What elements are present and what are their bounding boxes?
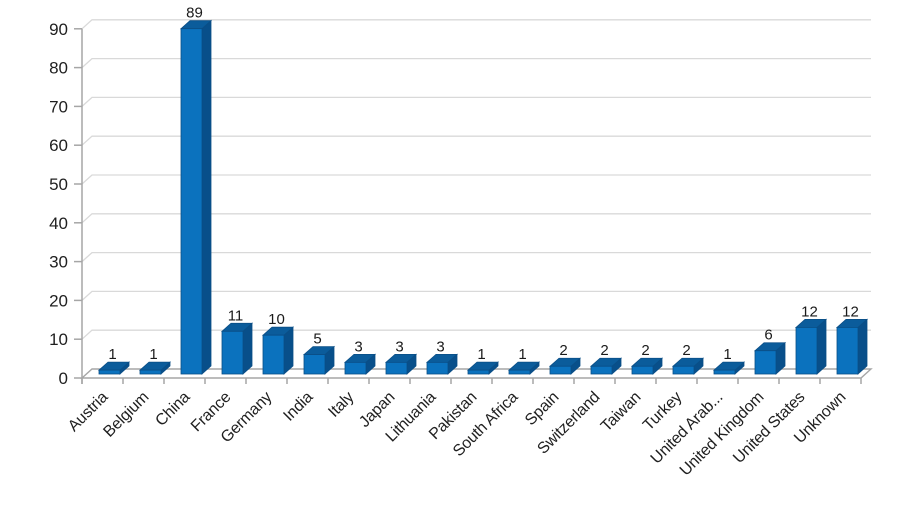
x-label-india: India — [280, 389, 316, 425]
bar-side-united-states — [816, 318, 827, 375]
bar-value-label-switzerland: 2 — [600, 342, 608, 359]
y-tick-label-0: 0 — [59, 369, 68, 388]
bar-italy — [344, 361, 367, 375]
bar-taiwan — [631, 365, 654, 375]
x-label-united-states: United States — [730, 389, 808, 467]
gridline-70 — [81, 96, 871, 107]
x-label-belgium: Belgium — [100, 389, 152, 441]
bar-spain — [549, 365, 572, 375]
bar-belgium — [139, 369, 162, 375]
bar-china — [180, 28, 203, 375]
x-label-united-arab: United Arab... — [648, 389, 727, 468]
bar-value-label-spain: 2 — [559, 342, 567, 359]
y-tick-label-70: 70 — [49, 97, 68, 116]
bar-switzerland — [590, 365, 613, 375]
bar-value-label-united-arab: 1 — [723, 346, 731, 363]
bar-germany — [262, 334, 285, 375]
gridline-20 — [81, 290, 871, 301]
bar-pakistan — [467, 369, 490, 375]
bar-value-label-turkey: 2 — [682, 342, 690, 359]
bar-france — [221, 330, 244, 375]
bar-value-label-south-africa: 1 — [518, 346, 526, 363]
y-tick-label-30: 30 — [49, 253, 68, 272]
x-label-taiwan: Taiwan — [598, 389, 644, 435]
bar-value-label-india: 5 — [313, 331, 321, 348]
gridline-60 — [81, 135, 871, 146]
bar-side-china — [201, 19, 212, 375]
bar-value-label-austria: 1 — [108, 346, 116, 363]
bar-united-arab — [713, 369, 736, 375]
bar-united-kingdom — [754, 350, 777, 375]
gridline-90 — [81, 19, 871, 30]
bar-value-label-japan: 3 — [395, 338, 403, 355]
y-tick-label-60: 60 — [49, 136, 68, 155]
y-tick-label-90: 90 — [49, 20, 68, 39]
y-tick-label-40: 40 — [49, 214, 68, 233]
y-tick-label-80: 80 — [49, 59, 68, 78]
bar-value-label-france: 11 — [228, 307, 244, 324]
bar-unknown — [836, 327, 859, 375]
bar-value-label-germany: 10 — [268, 311, 285, 328]
bar-side-unknown — [857, 318, 868, 375]
bar-japan — [385, 361, 408, 375]
gridline-30 — [81, 251, 871, 263]
bar-value-label-united-states: 12 — [801, 303, 818, 320]
bar-india — [303, 354, 326, 375]
gridline-80 — [81, 57, 871, 69]
bar-united-states — [795, 327, 818, 375]
bar-value-label-italy: 3 — [354, 338, 362, 355]
bar-austria — [98, 369, 121, 375]
y-tick-label-10: 10 — [49, 330, 68, 349]
x-label-italy: Italy — [325, 389, 357, 421]
bar-value-label-lithuania: 3 — [436, 338, 444, 355]
bar-value-label-china: 89 — [186, 5, 203, 22]
bar-value-label-taiwan: 2 — [641, 342, 649, 359]
bar-lithuania — [426, 361, 449, 375]
bar-value-label-belgium: 1 — [149, 346, 157, 363]
bar-turkey — [672, 365, 695, 375]
bar-south-africa — [508, 369, 531, 375]
gridline-10 — [81, 329, 871, 340]
gridline-40 — [81, 213, 871, 224]
bar-value-label-pakistan: 1 — [477, 346, 485, 363]
y-tick-label-20: 20 — [49, 291, 68, 310]
gridline-50 — [81, 174, 871, 185]
bar-value-label-united-kingdom: 6 — [764, 327, 772, 344]
bar-side-france — [242, 322, 253, 375]
bar-value-label-unknown: 12 — [842, 303, 859, 320]
y-tick-label-50: 50 — [49, 175, 68, 194]
